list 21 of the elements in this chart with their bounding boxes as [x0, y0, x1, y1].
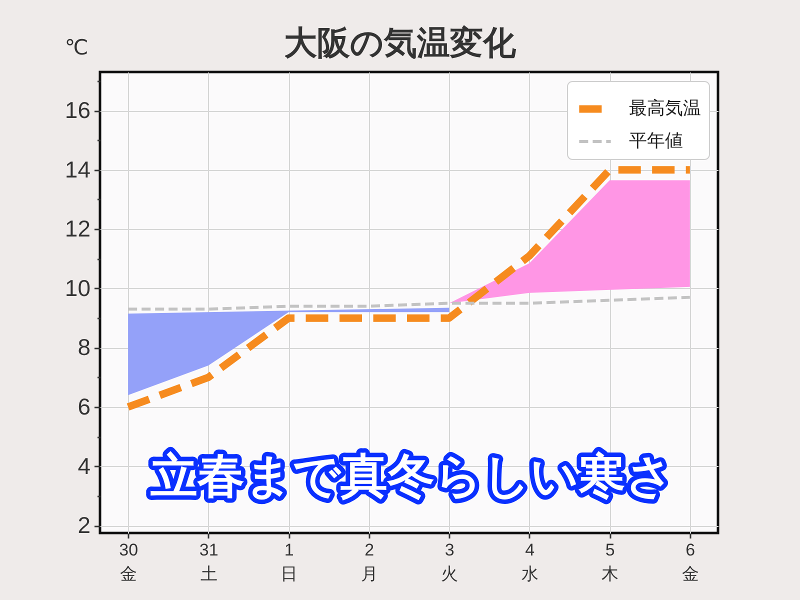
y-tick-label: 8: [78, 334, 90, 360]
x-tick-label: 5 木: [602, 540, 619, 584]
x-tick-label: 3 火: [441, 540, 458, 584]
y-tick-label: 6: [78, 394, 90, 420]
y-tick-label: 4: [78, 452, 91, 479]
y-axis-title: ℃: [64, 36, 88, 60]
x-tick-label: 30 金: [119, 540, 138, 584]
legend-label: 平年値: [629, 130, 683, 150]
line-series: [126, 296, 692, 311]
chart-title: 大阪の気温変化: [284, 24, 517, 61]
y-tick-label: 14: [64, 156, 91, 182]
x-tick-label: 31 土: [199, 540, 218, 584]
legend-label: 最高気温: [629, 98, 701, 118]
x-tick-label: 6 金: [682, 540, 699, 584]
y-tick-label: 2: [78, 512, 90, 538]
x-tick-label: 1 日: [280, 540, 298, 584]
y-tick-label: 16: [64, 97, 90, 124]
x-tick-label: 2 月: [360, 540, 378, 584]
x-tick-label: 4 水: [521, 540, 538, 584]
y-tick-label: 10: [64, 274, 90, 301]
y-tick-label: 12: [64, 216, 90, 242]
